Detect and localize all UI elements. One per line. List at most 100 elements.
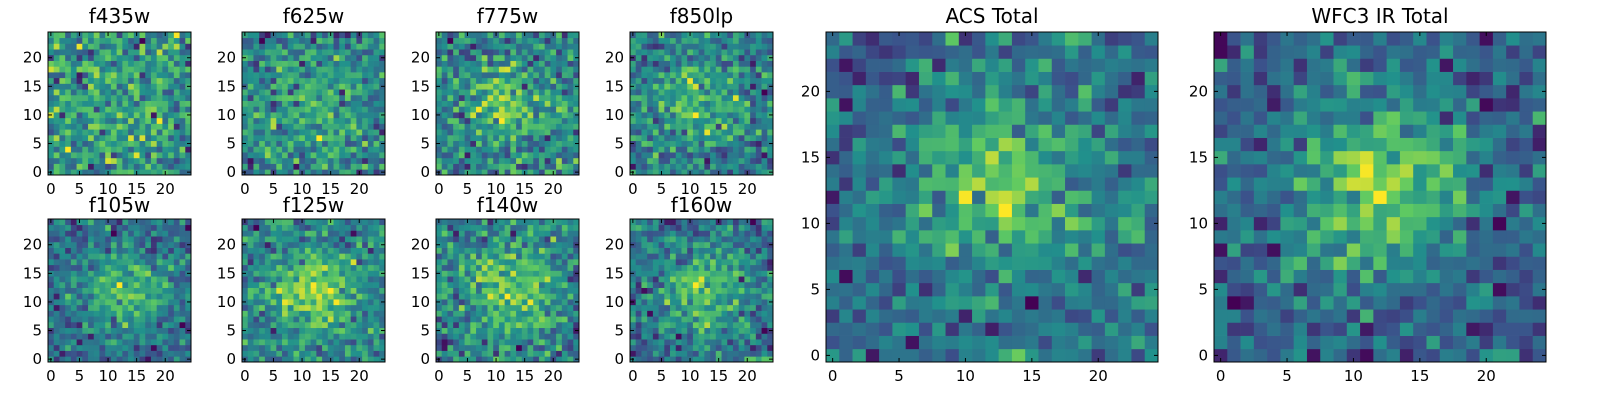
- heatmap-cell: [168, 54, 175, 61]
- heatmap-cell: [504, 276, 511, 283]
- heatmap-cell: [116, 100, 123, 107]
- heatmap-cell: [498, 224, 505, 231]
- heatmap-cell: [133, 299, 140, 306]
- heatmap-cell: [635, 356, 642, 363]
- heatmap-cell: [287, 123, 294, 130]
- heatmap-cell: [641, 37, 648, 44]
- heatmap-cell: [304, 259, 311, 266]
- heatmap-cell: [247, 89, 254, 96]
- heatmap-cell: [470, 219, 477, 226]
- heatmap-cell: [704, 356, 711, 363]
- heatmap-cell: [287, 259, 294, 266]
- heatmap-cell: [527, 89, 534, 96]
- heatmap-cell: [710, 112, 717, 119]
- heatmap-cell: [110, 169, 117, 176]
- heatmap-cell: [344, 287, 352, 294]
- heatmap-cell: [533, 253, 540, 260]
- heatmap-cell: [105, 43, 112, 50]
- heatmap-cell: [327, 94, 334, 101]
- heatmap-cell: [681, 100, 688, 107]
- heatmap-cell: [664, 157, 671, 164]
- heatmap-cell: [282, 83, 289, 90]
- heatmap-cell: [379, 293, 386, 300]
- heatmap-cell: [373, 270, 380, 277]
- heatmap-cell: [344, 230, 352, 237]
- heatmap-cell: [65, 327, 72, 334]
- heatmap-cell: [647, 117, 654, 124]
- heatmap-cell: [350, 310, 357, 317]
- heatmap-cell: [373, 224, 380, 231]
- heatmap-cell: [276, 293, 283, 300]
- heatmap-cell: [458, 276, 465, 283]
- heatmap-cell: [567, 230, 574, 237]
- heatmap-cell: [145, 293, 152, 300]
- heatmap-cell: [470, 281, 477, 288]
- heatmap-cell: [670, 281, 677, 288]
- heatmap-cell: [373, 321, 380, 329]
- heatmap-cell: [362, 241, 369, 248]
- heatmap-cell: [732, 83, 740, 90]
- heatmap-cell: [128, 321, 135, 329]
- heatmap-cell: [681, 339, 688, 346]
- heatmap-cell: [476, 247, 483, 254]
- heatmap-cell: [658, 293, 665, 300]
- heatmap-cell: [630, 100, 637, 107]
- heatmap-cell: [550, 321, 557, 329]
- heatmap-cell: [59, 321, 66, 329]
- heatmap-cell: [150, 270, 158, 277]
- heatmap-cell: [105, 129, 112, 136]
- heatmap-cell: [70, 236, 77, 243]
- heatmap-cell: [510, 321, 517, 329]
- heatmap-cell: [687, 37, 694, 44]
- heatmap-cell: [322, 241, 329, 248]
- heatmap-cell: [698, 32, 705, 39]
- heatmap-cell: [561, 230, 568, 237]
- heatmap-cell: [498, 236, 505, 243]
- heatmap-cell: [287, 356, 294, 363]
- heatmap-cell: [504, 339, 511, 346]
- heatmap-cell: [282, 356, 289, 363]
- heatmap-cell: [487, 129, 494, 136]
- heatmap-cell: [356, 253, 363, 260]
- heatmap-cell: [481, 43, 488, 50]
- heatmap-cell: [70, 100, 77, 107]
- heatmap-cell: [476, 123, 483, 130]
- heatmap-cell: [441, 72, 448, 79]
- heatmap-cell: [53, 43, 60, 50]
- heatmap-cell: [299, 339, 306, 346]
- heatmap-cell: [750, 60, 757, 67]
- heatmap-cell: [310, 356, 317, 363]
- heatmap-cell: [350, 333, 357, 340]
- heatmap-cell: [556, 293, 563, 300]
- heatmap-cell: [476, 49, 483, 56]
- heatmap-cell: [264, 339, 271, 346]
- heatmap-cell: [333, 43, 340, 50]
- heatmap-cell: [373, 259, 380, 266]
- heatmap-cell: [293, 344, 300, 351]
- heatmap-cell: [116, 247, 123, 254]
- heatmap-cell: [556, 350, 563, 357]
- heatmap-cell: [510, 316, 517, 323]
- heatmap-cell: [293, 219, 300, 226]
- heatmap-cell: [630, 77, 637, 84]
- heatmap-cell: [704, 54, 711, 61]
- heatmap-cell: [761, 100, 768, 107]
- heatmap-cell: [379, 276, 386, 283]
- heatmap-cell: [516, 281, 523, 288]
- heatmap-cell: [573, 106, 580, 113]
- heatmap-cell: [516, 293, 523, 300]
- heatmap-cell: [710, 54, 717, 61]
- heatmap-cell: [259, 112, 266, 119]
- x-tick-label: 15: [127, 180, 146, 198]
- heatmap-cell: [128, 219, 135, 226]
- heatmap-cell: [65, 94, 72, 101]
- heatmap-cell: [510, 356, 517, 363]
- heatmap-cell: [293, 49, 300, 56]
- heatmap-cell: [544, 350, 551, 357]
- heatmap-cell: [139, 276, 146, 283]
- heatmap-cell: [447, 152, 454, 159]
- heatmap-cell: [687, 89, 694, 96]
- heatmap-cell: [715, 316, 722, 323]
- heatmap-cell: [675, 281, 682, 288]
